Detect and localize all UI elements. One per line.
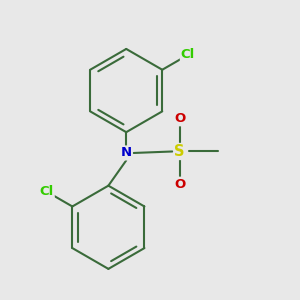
Text: N: N (121, 146, 132, 160)
Text: O: O (174, 112, 185, 125)
Text: S: S (175, 144, 185, 159)
Text: Cl: Cl (40, 185, 54, 198)
Text: Cl: Cl (181, 48, 195, 62)
Text: O: O (174, 178, 185, 191)
